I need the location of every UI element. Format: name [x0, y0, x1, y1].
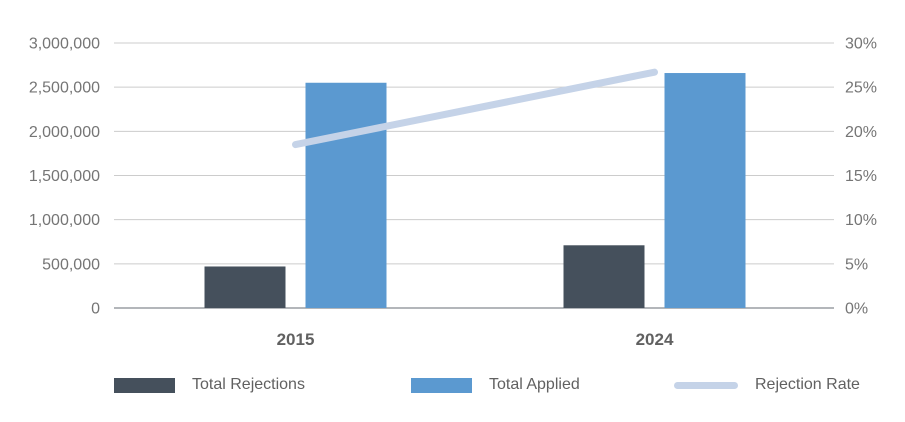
right-axis-tick-label: 20%: [845, 124, 877, 141]
right-axis-tick-label: 0%: [845, 301, 868, 318]
left-axis-tick-label: 2,500,000: [29, 80, 100, 97]
legend-item-rejection-rate: Rejection Rate: [674, 376, 860, 393]
left-axis-tick-label: 1,000,000: [29, 212, 100, 229]
left-axis-tick-label: 0: [91, 301, 100, 318]
right-axis-tick-label: 10%: [845, 212, 877, 229]
left-axis-tick-label: 1,500,000: [29, 168, 100, 185]
legend-swatch-total-applied: [411, 377, 472, 393]
left-axis-tick-label: 500,000: [42, 256, 100, 273]
legend-item-total-applied: Total Applied: [411, 376, 580, 393]
left-axis-tick-label: 2,000,000: [29, 124, 100, 141]
x-axis-category-label: 2024: [636, 330, 674, 349]
bar-total-rejections-2024: [563, 245, 645, 308]
x-axis-category-label: 2015: [277, 330, 315, 349]
right-axis-tick-label: 25%: [845, 80, 877, 97]
legend-item-total-rejections: Total Rejections: [114, 376, 305, 393]
bar-total-applied-2015: [305, 82, 387, 308]
bar-total-rejections-2015: [204, 266, 286, 308]
legend-label-rejection-rate: Rejection Rate: [755, 376, 860, 393]
bar-total-applied-2024: [664, 73, 746, 309]
legend-label-total-applied: Total Applied: [489, 376, 580, 393]
right-axis-tick-label: 5%: [845, 256, 868, 273]
legend-swatch-rejection-rate: [674, 381, 738, 389]
legend-label-total-rejections: Total Rejections: [192, 376, 305, 393]
legend-swatch-total-rejections: [114, 377, 175, 393]
right-axis-tick-label: 30%: [845, 36, 877, 53]
left-axis-tick-label: 3,000,000: [29, 36, 100, 53]
right-axis-tick-label: 15%: [845, 168, 877, 185]
rejection-rate-line: [292, 68, 658, 149]
